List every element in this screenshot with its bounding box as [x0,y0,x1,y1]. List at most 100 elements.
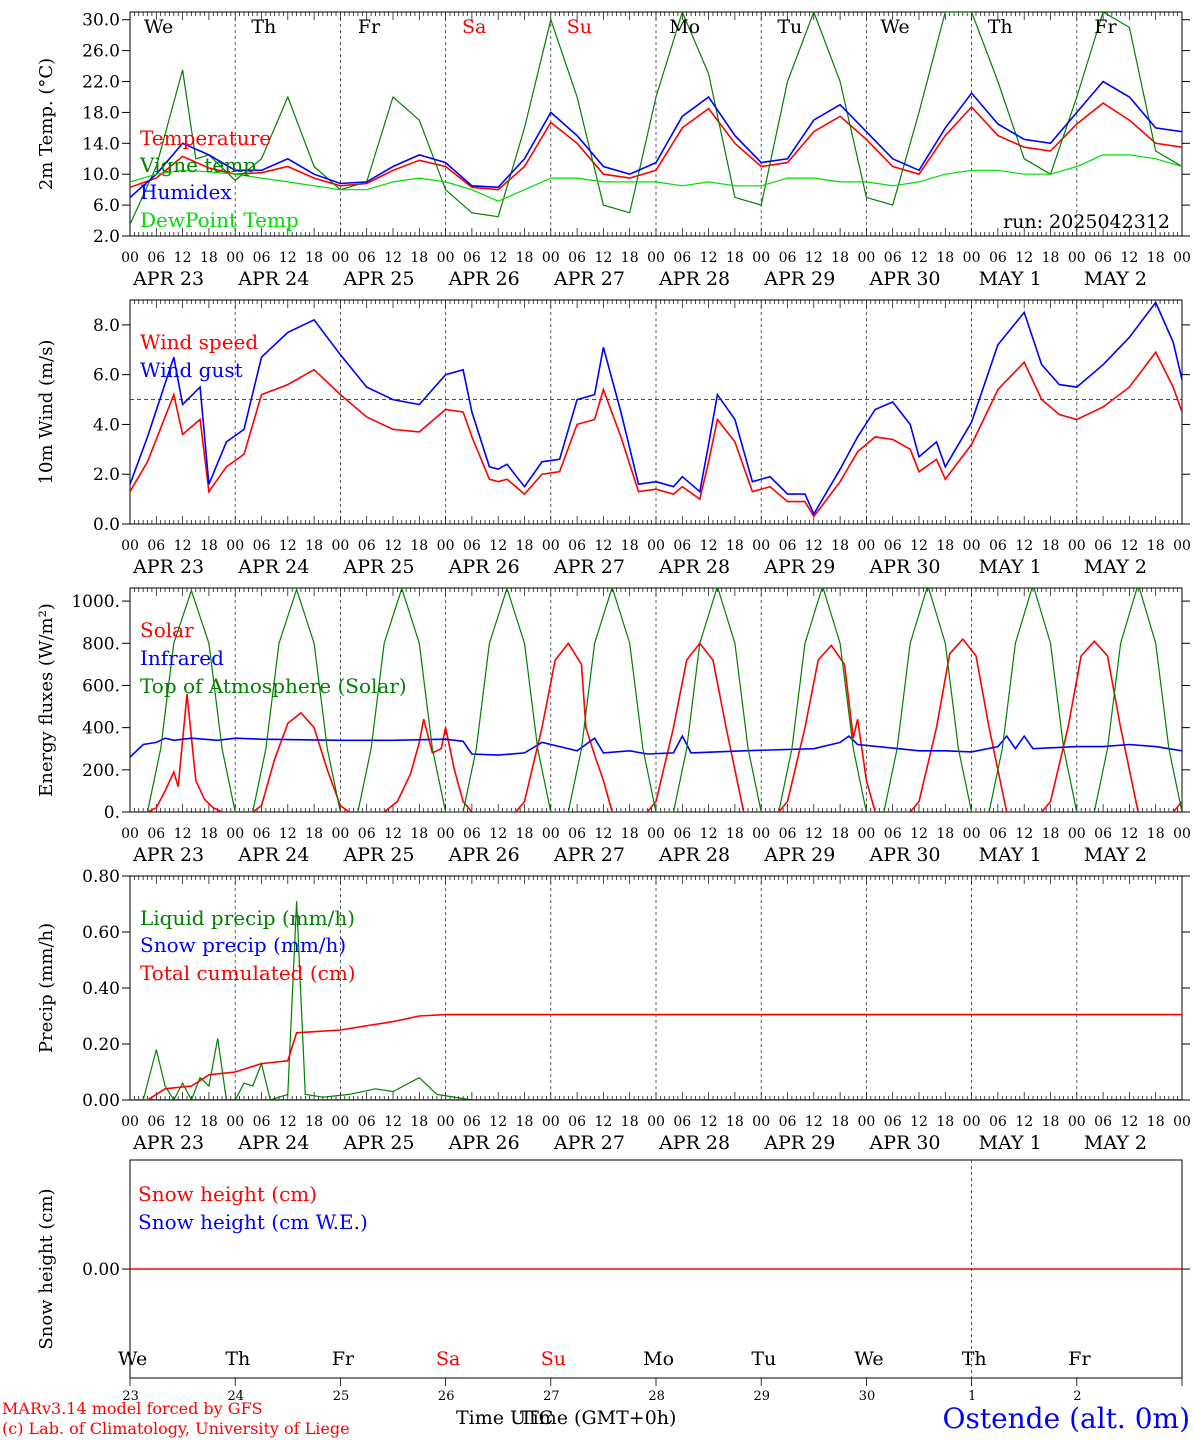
hour-tick-label: 06 [568,250,586,266]
y-tick-label: 1000. [71,592,120,612]
hour-tick-label: 18 [936,538,954,554]
y-tick-label: 6.0 [93,196,120,216]
hour-tick-label: 06 [673,538,691,554]
series-line-wind-speed [130,350,1182,518]
hour-tick-label: 12 [489,826,507,842]
date-label: MAY 1 [979,268,1042,290]
date-number-label: 1 [968,1389,976,1404]
weekday-label-bottom: We [118,1348,147,1370]
y-axis-title: 2m Temp. (°C) [36,58,57,190]
hour-tick-label: 00 [331,1114,349,1130]
hour-tick-label: 06 [253,538,271,554]
hour-tick-label: 18 [516,538,534,554]
y-tick-label: 0.00 [82,1091,120,1111]
hour-tick-label: 00 [647,250,665,266]
y-tick-label: 30.0 [82,11,120,31]
hour-tick-label: 18 [410,538,428,554]
hour-tick-label: 06 [884,538,902,554]
hour-tick-label: 00 [226,538,244,554]
hour-tick-label: 12 [594,1114,612,1130]
y-tick-label: 22.0 [82,73,120,93]
series-line-total-cumulated-cm- [130,1013,1182,1100]
hour-tick-label: 18 [1042,538,1060,554]
y-tick-label: 0. [104,803,120,823]
hour-tick-label: 06 [989,1114,1007,1130]
date-label: MAY 2 [1084,844,1147,866]
y-tick-label: 0.60 [82,923,120,943]
hour-tick-label: 00 [857,538,875,554]
hour-tick-label: 06 [989,250,1007,266]
weekday-label-top: Th [251,16,276,38]
legend-entry: Humidex [140,180,232,204]
weekday-label-top: We [144,16,173,38]
hour-tick-label: 00 [963,538,981,554]
hour-tick-label: 06 [779,1114,797,1130]
date-label: MAY 2 [1084,556,1147,578]
date-label: APR 28 [658,556,730,578]
hour-tick-label: 12 [279,826,297,842]
date-label: APR 25 [342,556,414,578]
y-axis-title: Energy fluxes (W/m²) [36,603,57,797]
hour-tick-label: 06 [147,250,165,266]
hour-tick-label: 00 [857,826,875,842]
date-label: APR 28 [658,268,730,290]
date-label: APR 23 [132,268,204,290]
station-name: Ostende (alt. 0m) [943,1402,1191,1435]
hour-tick-label: 18 [516,1114,534,1130]
date-label: APR 29 [763,1132,835,1154]
series-line-solar [130,637,1182,812]
legend-entry: Infrared [140,646,224,670]
y-tick-label: 600. [82,676,120,696]
date-label: APR 26 [448,556,520,578]
legend-entry: Snow height (cm) [138,1182,317,1206]
series-line-temperature [130,102,1182,191]
hour-tick-label: 06 [884,1114,902,1130]
hour-tick-label: 06 [568,826,586,842]
hour-tick-label: 00 [121,826,139,842]
weekday-label-top: Th [988,16,1013,38]
hour-tick-label: 18 [621,250,639,266]
hour-tick-label: 18 [200,1114,218,1130]
y-tick-label: 10.0 [82,165,120,185]
date-label: APR 30 [868,268,940,290]
hour-tick-label: 12 [1015,538,1033,554]
date-label: APR 26 [448,1132,520,1154]
y-tick-label: 18.0 [82,103,120,123]
weekday-label-top: Fr [1094,16,1117,38]
hour-tick-label: 06 [147,826,165,842]
weekday-label-top: Tu [777,16,802,38]
y-tick-label: 26.0 [82,42,120,62]
hour-tick-label: 18 [936,826,954,842]
weekday-label-top: Su [567,16,592,38]
hour-tick-label: 06 [147,1114,165,1130]
hour-tick-label: 12 [594,250,612,266]
hour-tick-label: 18 [200,826,218,842]
hour-tick-label: 18 [831,538,849,554]
hour-tick-label: 12 [384,826,402,842]
legend-entry: Snow precip (mm/h) [140,933,346,957]
hour-tick-label: 06 [673,1114,691,1130]
hour-tick-label: 00 [963,250,981,266]
hour-tick-label: 00 [1173,250,1191,266]
date-number-label: 25 [333,1389,350,1404]
hour-tick-label: 12 [700,1114,718,1130]
date-number-label: 2 [1073,1389,1081,1404]
y-tick-label: 0.80 [82,867,120,887]
date-label: MAY 1 [979,1132,1042,1154]
hour-tick-label: 12 [384,250,402,266]
run-label: run: 2025042312 [1003,211,1170,233]
hour-tick-label: 12 [700,250,718,266]
date-label: MAY 1 [979,556,1042,578]
weekday-label-top: Mo [669,16,700,38]
hour-tick-label: 00 [752,1114,770,1130]
hour-tick-label: 18 [621,1114,639,1130]
hour-tick-label: 12 [910,250,928,266]
hour-tick-label: 12 [384,1114,402,1130]
date-number-label: 26 [438,1389,455,1404]
hour-tick-label: 00 [752,538,770,554]
hour-tick-label: 12 [910,1114,928,1130]
series-line-dewpoint-temp [130,154,1182,202]
date-label: APR 23 [132,1132,204,1154]
hour-tick-label: 12 [489,1114,507,1130]
date-label: APR 29 [763,844,835,866]
